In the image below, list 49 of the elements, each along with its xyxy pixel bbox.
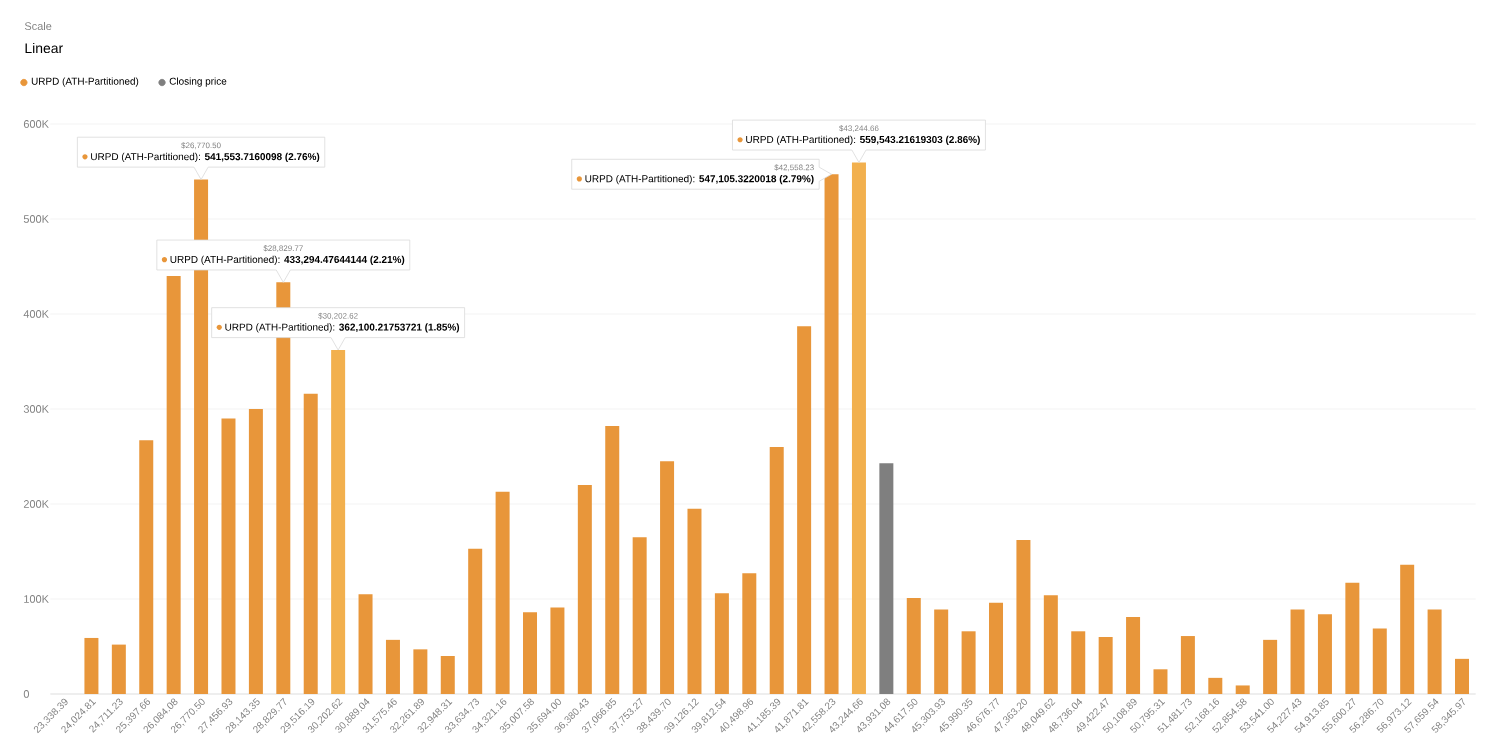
bar [879, 463, 894, 694]
bar [111, 644, 126, 694]
bar [961, 631, 976, 694]
bar [1427, 609, 1442, 694]
bar [605, 426, 620, 694]
bar [1153, 669, 1168, 694]
bar [84, 637, 99, 694]
bar [1263, 639, 1278, 694]
bar [1345, 582, 1360, 694]
bar [714, 593, 729, 694]
bar [1235, 685, 1250, 694]
bar [303, 393, 318, 694]
bar [440, 656, 455, 694]
bar [797, 326, 812, 694]
bar [1208, 677, 1223, 694]
bar [523, 612, 538, 694]
bar [934, 609, 949, 694]
bar [906, 598, 921, 694]
bar [1290, 609, 1305, 694]
bar [687, 508, 702, 694]
bar [1098, 637, 1113, 694]
bar [1400, 564, 1415, 694]
bar [989, 602, 1004, 694]
bar [1455, 658, 1470, 694]
bar [1180, 636, 1195, 694]
bar [358, 594, 373, 694]
bar [632, 537, 647, 694]
bar [1126, 617, 1141, 694]
bar [1372, 628, 1387, 694]
bar [166, 276, 181, 694]
bar [221, 418, 236, 694]
bar [468, 548, 483, 694]
bar [139, 440, 154, 694]
bar [851, 162, 866, 694]
bar [769, 447, 784, 694]
bar [385, 639, 400, 694]
bar [1016, 540, 1031, 694]
bar [331, 350, 346, 694]
bar [248, 409, 263, 694]
bar [495, 491, 510, 694]
bar [1317, 614, 1332, 694]
bar [413, 649, 428, 694]
bar [824, 174, 839, 694]
bar [660, 461, 675, 694]
bar [550, 607, 565, 694]
bar [1043, 595, 1058, 694]
bar [577, 485, 592, 694]
bar [1071, 631, 1086, 694]
bar [742, 573, 757, 694]
